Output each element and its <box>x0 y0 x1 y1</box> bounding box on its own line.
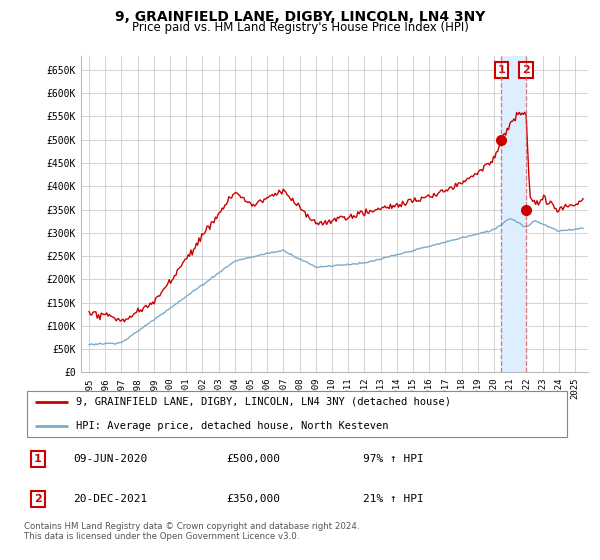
Text: 97% ↑ HPI: 97% ↑ HPI <box>362 454 423 464</box>
Bar <box>501 56 526 372</box>
Text: 09-JUN-2020: 09-JUN-2020 <box>73 454 148 464</box>
Text: HPI: Average price, detached house, North Kesteven: HPI: Average price, detached house, Nort… <box>76 421 388 431</box>
Text: Price paid vs. HM Land Registry's House Price Index (HPI): Price paid vs. HM Land Registry's House … <box>131 21 469 34</box>
Text: 9, GRAINFIELD LANE, DIGBY, LINCOLN, LN4 3NY (detached house): 9, GRAINFIELD LANE, DIGBY, LINCOLN, LN4 … <box>76 397 451 407</box>
Text: 2: 2 <box>522 65 530 75</box>
Text: 20-DEC-2021: 20-DEC-2021 <box>73 494 148 504</box>
Text: 9, GRAINFIELD LANE, DIGBY, LINCOLN, LN4 3NY: 9, GRAINFIELD LANE, DIGBY, LINCOLN, LN4 … <box>115 10 485 24</box>
Text: £500,000: £500,000 <box>226 454 280 464</box>
Text: £350,000: £350,000 <box>226 494 280 504</box>
FancyBboxPatch shape <box>27 391 567 437</box>
Text: 2: 2 <box>34 494 41 504</box>
Text: Contains HM Land Registry data © Crown copyright and database right 2024.
This d: Contains HM Land Registry data © Crown c… <box>24 522 359 542</box>
Text: 1: 1 <box>497 65 505 75</box>
Text: 1: 1 <box>34 454 41 464</box>
Text: 21% ↑ HPI: 21% ↑ HPI <box>362 494 423 504</box>
